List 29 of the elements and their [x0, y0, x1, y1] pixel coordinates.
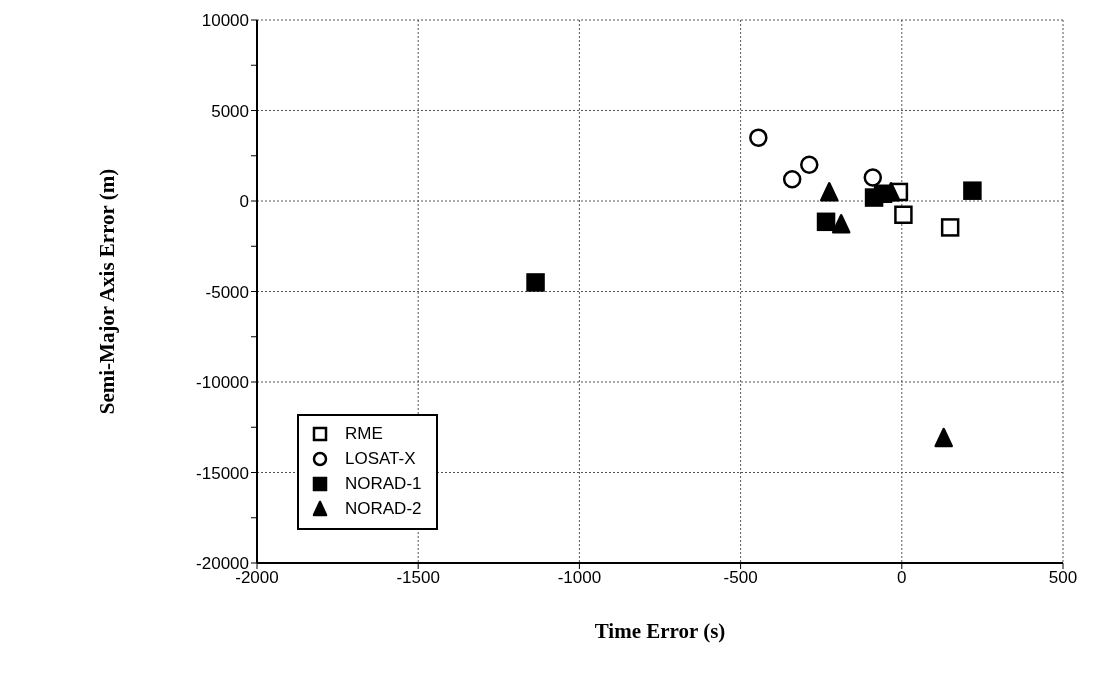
point — [820, 182, 839, 202]
y-tick-label: 5000 — [211, 101, 249, 121]
legend-label: LOSAT-X — [345, 449, 416, 470]
y-tick-label: -5000 — [205, 282, 249, 302]
point — [894, 205, 913, 225]
point — [782, 170, 802, 189]
y-tick-label: -10000 — [196, 373, 249, 393]
x-tick-label: -500 — [723, 568, 758, 588]
point — [526, 273, 545, 292]
x-tick-label: -1000 — [557, 568, 602, 588]
y-tick-label: 0 — [239, 192, 249, 212]
y-tick-label: 10000 — [201, 11, 249, 31]
point — [940, 218, 960, 237]
point — [800, 155, 819, 175]
x-tick-label: 500 — [1048, 568, 1078, 588]
x-axis-title: Time Error (s) — [594, 618, 726, 643]
point — [749, 128, 768, 147]
x-tick-label: 0 — [897, 568, 907, 588]
y-axis-title: Semi-Major Axis Error (m) — [95, 168, 120, 415]
point — [831, 214, 851, 234]
legend-label: NORAD-1 — [345, 474, 422, 495]
x-tick-label: -1500 — [396, 568, 440, 588]
point — [963, 181, 982, 200]
legend-label: NORAD-2 — [345, 499, 422, 520]
y-tick-label: -15000 — [196, 463, 249, 483]
legend-label: RME — [345, 424, 383, 445]
point — [934, 427, 953, 448]
point — [863, 168, 883, 187]
point — [816, 212, 836, 232]
